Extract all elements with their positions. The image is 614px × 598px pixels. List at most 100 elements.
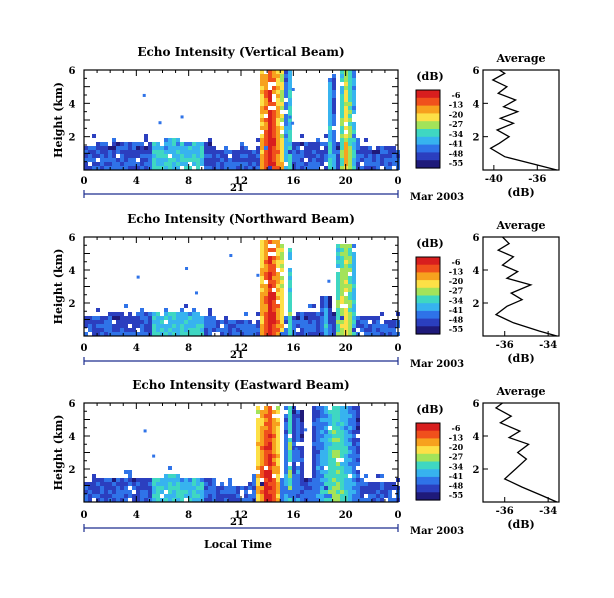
heat-cell: [292, 434, 296, 438]
heat-cell: [236, 154, 240, 158]
heat-cell: [288, 280, 292, 284]
heat-cell: [356, 490, 360, 494]
heat-cell: [288, 410, 292, 414]
heat-cell: [336, 328, 340, 332]
heat-cell: [344, 264, 348, 268]
heat-cell: [308, 154, 312, 158]
heat-cell: [312, 422, 316, 426]
colorbar-tick-label: -27: [449, 286, 463, 296]
heat-cell: [144, 150, 148, 154]
heat-cell: [368, 166, 372, 170]
heat-cell: [340, 418, 344, 422]
heat-cell: [272, 410, 276, 414]
heat-cell: [152, 494, 156, 498]
heat-cell: [272, 486, 276, 490]
date-label: Mar 2003: [410, 359, 464, 370]
heat-cell: [328, 458, 332, 462]
heat-cell: [272, 110, 276, 114]
heat-cell: [288, 102, 292, 106]
heat-cell: [92, 490, 96, 494]
colorbar-step: [416, 451, 440, 455]
heat-cell: [156, 316, 160, 320]
heat-cell: [88, 158, 92, 162]
x-tick-label: 12: [234, 343, 248, 354]
heat-cell: [124, 158, 128, 162]
heat-cell: [328, 110, 332, 114]
heat-cell: [304, 490, 308, 494]
heat-cell: [120, 158, 124, 162]
heat-cell: [344, 474, 348, 478]
heat-cell: [324, 490, 328, 494]
heat-cell: [336, 466, 340, 470]
profile-y-tick-label: 2: [473, 299, 480, 310]
heat-cell: [292, 320, 296, 324]
heat-cell: [160, 324, 164, 328]
heat-cell: [256, 454, 260, 458]
heat-cell: [352, 260, 356, 264]
heat-cell: [100, 158, 104, 162]
colorbar-step: [416, 111, 440, 114]
heat-cell: [180, 142, 184, 146]
heat-cell: [352, 490, 356, 494]
heat-cell: [312, 312, 316, 316]
heat-cell: [388, 166, 392, 170]
heat-cell: [384, 332, 388, 336]
heat-cell: [272, 446, 276, 450]
heat-cell: [316, 316, 320, 320]
heat-cell: [256, 478, 260, 482]
heat-cell: [272, 276, 276, 280]
heat-cell: [348, 462, 352, 466]
heat-cell: [332, 110, 336, 114]
heat-cell: [192, 482, 196, 486]
heat-cell: [128, 328, 132, 332]
heat-cell: [348, 166, 352, 170]
heat-cell: [136, 312, 140, 316]
heat-cell: [116, 162, 120, 166]
heat-cell: [288, 328, 292, 332]
heat-cell: [324, 478, 328, 482]
heat-cell: [176, 328, 180, 332]
heat-cell: [340, 260, 344, 264]
heat-cell: [372, 324, 376, 328]
heat-cell: [280, 276, 284, 280]
heat-cell: [104, 498, 108, 502]
heat-cell: [340, 328, 344, 332]
heat-cell: [344, 320, 348, 324]
heat-cell: [332, 474, 336, 478]
heat-cell: [104, 320, 108, 324]
heat-cell: [84, 158, 88, 162]
heat-cell: [276, 304, 280, 308]
heat-cell: [144, 166, 148, 170]
heat-cell: [272, 304, 276, 308]
heat-cell: [168, 138, 172, 142]
heat-cell: [324, 158, 328, 162]
heat-cell: [284, 466, 288, 470]
heat-cell: [228, 494, 232, 498]
heat-cell: [316, 498, 320, 502]
heat-cell: [348, 288, 352, 292]
heat-cell: [260, 248, 264, 252]
heat-cell: [332, 142, 336, 146]
heat-cell: [312, 166, 316, 170]
heat-cell: [336, 438, 340, 442]
heat-cell: [348, 94, 352, 98]
heat-cell: [180, 332, 184, 336]
heat-cell: [292, 406, 296, 410]
heat-cell: [348, 74, 352, 78]
heat-cell: [284, 94, 288, 98]
heat-cell: [116, 158, 120, 162]
heat-cell: [184, 166, 188, 170]
heat-cell: [268, 462, 272, 466]
heat-cell: [276, 284, 280, 288]
heat-cell: [232, 154, 236, 158]
heat-cell: [348, 494, 352, 498]
heat-cell: [232, 324, 236, 328]
heat-cell: [208, 166, 212, 170]
heat-cell: [192, 146, 196, 150]
heat-cell: [284, 446, 288, 450]
heat-cell: [336, 430, 340, 434]
heat-cell: [184, 304, 188, 308]
heat-cell: [348, 146, 352, 150]
heat-cell: [260, 490, 264, 494]
x-tick-label: 16: [286, 176, 300, 187]
